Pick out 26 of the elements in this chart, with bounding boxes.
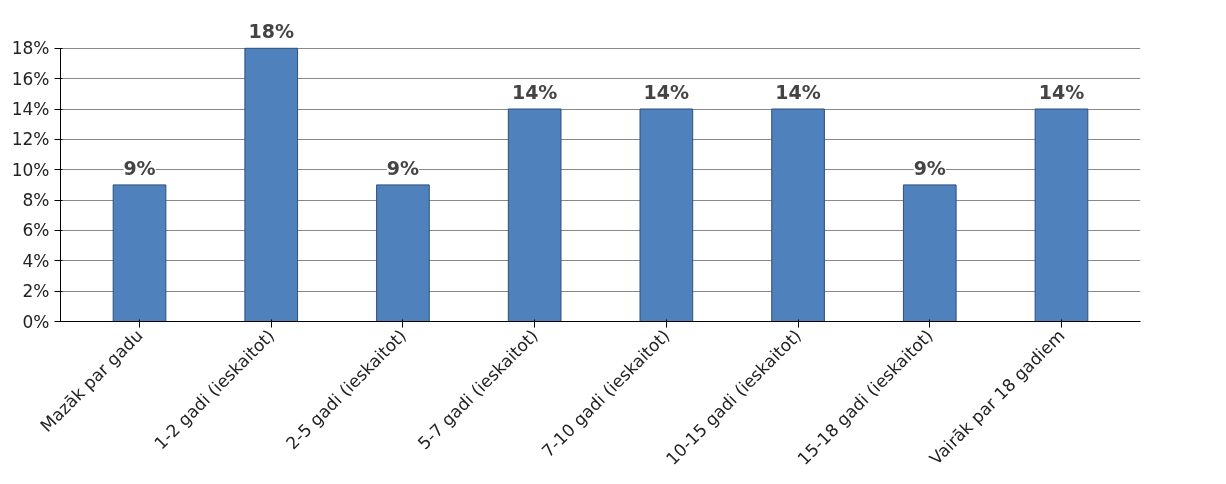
bar <box>902 184 957 322</box>
y-tick-label: 16% <box>11 68 50 89</box>
bar <box>244 47 299 322</box>
data-label: 9% <box>123 156 156 179</box>
y-tick-label: 2% <box>22 281 50 302</box>
y-tick-label: 8% <box>22 190 50 211</box>
data-label: 14% <box>1038 81 1085 103</box>
y-tick-label: 14% <box>11 99 50 119</box>
bar <box>112 184 167 322</box>
y-tick-label: 6% <box>22 220 50 241</box>
data-label: 14% <box>511 81 558 103</box>
y-tick-label: 18% <box>11 38 50 59</box>
data-label: 18% <box>248 20 294 43</box>
bar <box>1034 108 1089 322</box>
data-label: 14% <box>775 81 821 103</box>
y-tick-label: 12% <box>11 129 50 150</box>
bar <box>507 108 562 322</box>
bar <box>771 108 825 322</box>
bar <box>639 108 694 322</box>
data-label: 9% <box>913 156 946 179</box>
data-label: 9% <box>386 156 420 179</box>
y-tick-label: 4% <box>22 250 50 271</box>
bar <box>376 184 430 322</box>
y-tick-label: 10% <box>11 159 50 180</box>
y-tick-label: 0% <box>22 311 50 332</box>
data-label: 14% <box>643 81 690 103</box>
